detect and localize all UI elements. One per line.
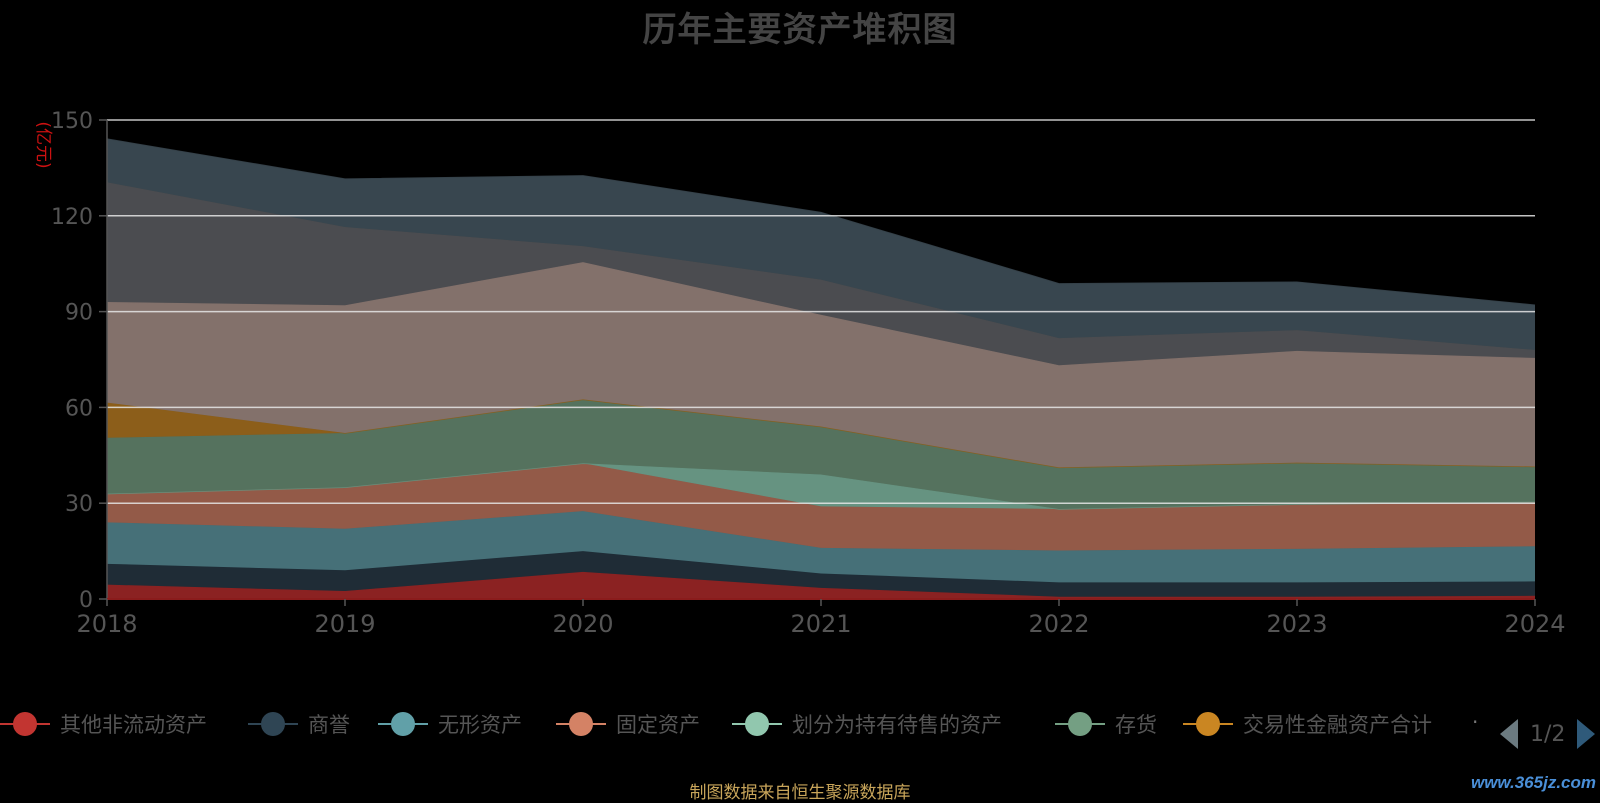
legend-marker-icon bbox=[0, 709, 50, 739]
area-series-0 bbox=[107, 571, 1535, 599]
y-tick-label-150: 150 bbox=[51, 109, 93, 134]
legend-marker-icon bbox=[1183, 709, 1233, 739]
area-series-9 bbox=[107, 139, 1535, 350]
x-tick-label-2018: 2018 bbox=[76, 610, 137, 638]
legend-label: 交易性金融资产合计 bbox=[1243, 713, 1432, 737]
legend-item-2[interactable]: 无形资产 bbox=[378, 706, 522, 742]
legend-item-4[interactable]: 划分为持有待售的资产 bbox=[732, 706, 1002, 742]
x-tick-label-2024: 2024 bbox=[1504, 610, 1565, 638]
legend-label: 商誉 bbox=[308, 713, 350, 737]
area-series-2 bbox=[107, 511, 1535, 583]
x-tick-label-2023: 2023 bbox=[1266, 610, 1327, 638]
legend-marker-icon bbox=[732, 709, 782, 739]
legend-pager: 1/2 bbox=[1500, 716, 1596, 752]
legend-page-indicator: 1/2 bbox=[1530, 721, 1566, 747]
legend-marker-icon bbox=[248, 709, 298, 739]
area-series-4 bbox=[107, 463, 1535, 509]
legend-marker-icon bbox=[1055, 709, 1105, 739]
x-tick-label-2022: 2022 bbox=[1028, 610, 1089, 638]
source-note: 制图数据来自恒生聚源数据库 bbox=[689, 783, 911, 803]
y-axis-label: (亿元) bbox=[33, 121, 53, 168]
area-series-8 bbox=[107, 182, 1535, 366]
legend-label: 无形资产 bbox=[438, 713, 522, 737]
stacked-area-chart: 0 30 60 90 120 150 2018 2019 2020 2021 2022 2023 202… bbox=[33, 109, 1566, 638]
legend-next-page-icon[interactable] bbox=[1577, 719, 1596, 749]
legend: 其他非流动资产 商誉 无形资产 固定资产 划分为持有待售的资产 存货 交易性金融资产合计 · bbox=[0, 706, 1600, 742]
y-tick-label-0: 0 bbox=[79, 588, 93, 613]
y-tick-label-30: 30 bbox=[65, 492, 93, 517]
legend-label: 固定资产 bbox=[616, 713, 700, 737]
legend-item-0[interactable]: 其他非流动资产 bbox=[0, 706, 207, 742]
legend-item-3[interactable]: 固定资产 bbox=[556, 706, 700, 742]
y-tick-label-90: 90 bbox=[65, 301, 93, 326]
y-tick-label-120: 120 bbox=[51, 205, 93, 230]
legend-label: 存货 bbox=[1115, 713, 1157, 737]
legend-prev-page-icon[interactable] bbox=[1500, 719, 1518, 749]
watermark: www.365jz.com bbox=[1470, 773, 1596, 792]
axes: 0 30 60 90 120 150 2018 2019 2020 2021 2022 2023 202… bbox=[51, 109, 1566, 638]
x-tick-label-2019: 2019 bbox=[314, 610, 375, 638]
legend-item-5[interactable]: 存货 bbox=[1055, 706, 1157, 742]
legend-more-indicator: · bbox=[1472, 710, 1479, 734]
chart-title: 历年主要资产堆积图 bbox=[642, 10, 958, 50]
area-series-7 bbox=[107, 262, 1535, 468]
legend-item-1[interactable]: 商誉 bbox=[248, 706, 350, 742]
area-layers bbox=[106, 138, 1536, 599]
y-tick-label-60: 60 bbox=[65, 396, 93, 421]
area-series-edge-2 bbox=[106, 510, 1536, 552]
legend-label: 划分为持有待售的资产 bbox=[792, 713, 1002, 737]
gridlines bbox=[107, 119, 1535, 504]
legend-marker-icon bbox=[556, 709, 606, 739]
area-series-edge-9 bbox=[106, 138, 1536, 306]
legend-item-6[interactable]: 交易性金融资产合计 bbox=[1183, 706, 1432, 742]
area-series-5 bbox=[107, 399, 1535, 509]
legend-marker-icon bbox=[378, 709, 428, 739]
x-tick-label-2021: 2021 bbox=[790, 610, 851, 638]
x-tick-label-2020: 2020 bbox=[552, 610, 613, 638]
legend-label: 其他非流动资产 bbox=[60, 713, 207, 737]
